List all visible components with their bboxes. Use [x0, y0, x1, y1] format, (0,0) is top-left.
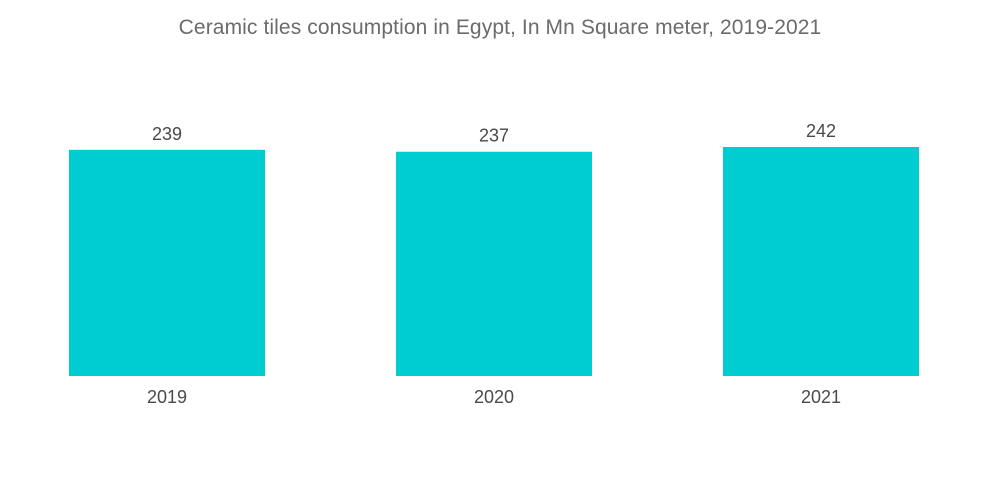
data-label-2021: 242 [806, 121, 836, 141]
data-label-2019: 239 [152, 124, 182, 144]
data-label-2020: 237 [479, 126, 509, 146]
chart-title: Ceramic tiles consumption in Egypt, In M… [178, 16, 822, 39]
x-tick-label-2020: 2020 [474, 387, 514, 407]
bar-2021 [723, 147, 919, 376]
x-tick-label-2019: 2019 [147, 387, 187, 407]
x-tick-label-2021: 2021 [801, 387, 841, 407]
bar-2019 [69, 149, 265, 376]
bar-2020 [396, 151, 592, 376]
